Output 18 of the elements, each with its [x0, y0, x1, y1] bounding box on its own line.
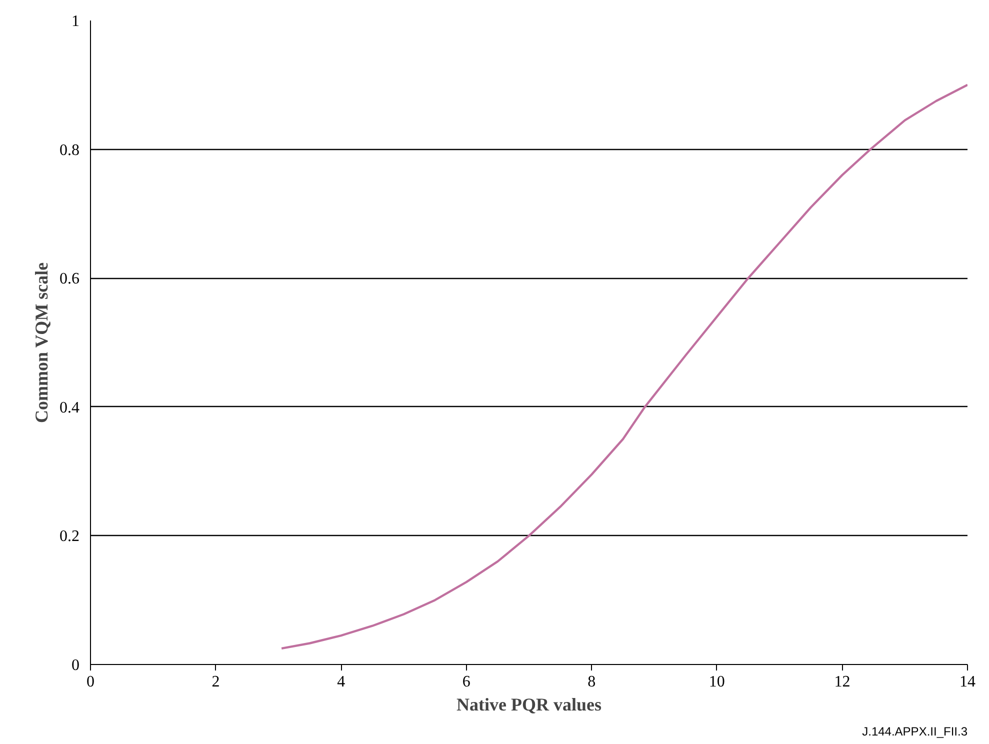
x-tick-label: 6 — [462, 674, 470, 690]
y-tick-label: 1 — [72, 13, 80, 30]
x-tick-label: 12 — [834, 674, 850, 690]
x-tick-label: 14 — [960, 674, 976, 690]
x-tick-label: 4 — [337, 674, 346, 690]
x-tick-label: 0 — [86, 674, 94, 690]
y-tick-label: 0 — [72, 657, 80, 674]
text: J.144.APPX.II_FII.3 — [862, 724, 968, 738]
x-tick-label: 2 — [212, 674, 220, 690]
y-tick-label: 0.2 — [60, 528, 80, 546]
x-axis-title: Native PQR values — [456, 694, 602, 714]
y-tick-label: 0.4 — [60, 399, 80, 416]
y-axis-title: Common VQM scale — [32, 262, 52, 423]
line-series — [280, 84, 968, 650]
x-tick-label: 8 — [588, 674, 596, 690]
y-tick-label: 0.6 — [60, 270, 80, 288]
y-tick-label: 0.8 — [60, 142, 80, 159]
x-tick-label: 10 — [708, 674, 725, 690]
